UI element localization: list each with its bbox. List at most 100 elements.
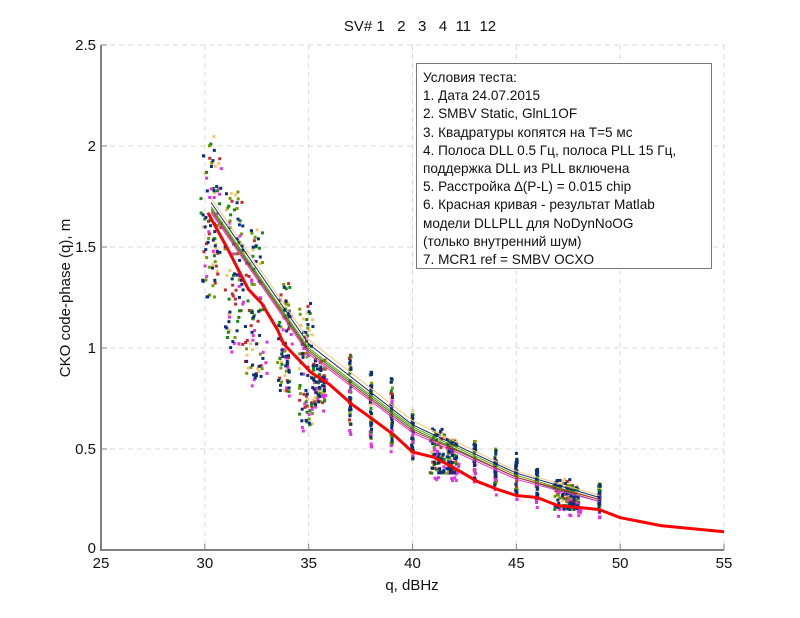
scatter-point — [369, 431, 373, 435]
scatter-point — [258, 296, 262, 300]
scatter-point — [232, 272, 236, 276]
scatter-point — [514, 472, 518, 476]
scatter-point — [310, 376, 314, 380]
scatter-point — [250, 310, 254, 314]
scatter-point — [284, 369, 288, 373]
model-curve — [206, 211, 725, 534]
scatter-point — [253, 235, 257, 239]
scatter-point — [250, 231, 254, 235]
scatter-point — [578, 511, 582, 515]
scatter-point — [494, 452, 498, 456]
scatter-point — [434, 431, 438, 435]
scatter-point — [313, 396, 317, 400]
scatter-point — [493, 466, 497, 470]
scatter-point — [308, 423, 312, 427]
scatter-point — [241, 244, 245, 248]
scatter-point — [245, 353, 249, 357]
scatter-point — [245, 261, 249, 265]
scatter-point — [206, 295, 210, 299]
scatter-point — [411, 421, 415, 425]
scatter-point — [289, 314, 293, 318]
scatter-point — [311, 368, 315, 372]
scatter-point — [298, 312, 302, 316]
scatter-point — [561, 495, 565, 499]
scatter-point — [214, 264, 218, 268]
scatter-point — [318, 395, 322, 399]
scatter-point — [597, 496, 601, 500]
scatter-point — [450, 476, 454, 480]
scatter-point — [439, 446, 443, 450]
scatter-point — [235, 201, 239, 205]
scatter-point — [515, 476, 519, 480]
scatter-point — [236, 237, 240, 241]
scatter-point — [311, 325, 315, 329]
scatter-point — [454, 478, 458, 482]
scatter-point — [307, 310, 311, 314]
scatter-point — [298, 412, 302, 416]
scatter-point — [319, 365, 323, 369]
scatter-point — [434, 443, 438, 447]
scatter-point — [307, 417, 311, 421]
scatter-point — [241, 224, 245, 228]
scatter-point — [205, 176, 209, 180]
scatter-point — [213, 281, 217, 285]
scatter-point — [278, 298, 282, 302]
scatter-point — [213, 260, 217, 264]
scatter-point — [213, 191, 217, 195]
scatter-point — [279, 366, 283, 370]
scatter-point — [251, 334, 255, 338]
scatter-point — [574, 500, 578, 504]
scatter-point — [208, 195, 212, 199]
scatter-point — [205, 275, 209, 279]
scatter-point — [304, 351, 308, 355]
scatter-point — [565, 480, 569, 484]
scatter-point — [205, 170, 209, 174]
scatter-point — [451, 453, 455, 457]
scatter-point — [348, 364, 352, 368]
scatter-point — [535, 491, 539, 495]
scatter-point — [389, 433, 393, 437]
scatter-point — [236, 217, 240, 221]
scatter-point — [249, 324, 253, 328]
scatter-point — [369, 406, 373, 410]
scatter-point — [433, 466, 437, 470]
scatter-point — [390, 428, 394, 432]
scatter-point — [310, 411, 314, 415]
scatter-point — [325, 378, 329, 382]
scatter-point — [432, 445, 436, 449]
scatter-point — [237, 223, 241, 227]
scatter-point — [224, 208, 228, 212]
scatter-point — [317, 400, 321, 404]
scatter-point — [457, 462, 461, 466]
legend-line: (только внутренний шум) — [423, 233, 582, 249]
scatter-point — [447, 461, 451, 465]
scatter-point — [472, 443, 476, 447]
scatter-point — [314, 405, 318, 409]
scatter-point — [431, 453, 435, 457]
scatter-point — [317, 372, 321, 376]
scatter-point — [214, 247, 218, 251]
scatter-point — [557, 491, 561, 495]
scatter-point — [227, 315, 231, 319]
scatter-point — [236, 197, 240, 201]
scatter-point — [574, 498, 578, 502]
scatter-point — [217, 161, 221, 165]
scatter-point — [390, 441, 394, 445]
scatter-point — [203, 225, 207, 229]
legend-line: 7. MCR1 ref = SMBV OCXO — [423, 252, 595, 268]
scatter-point — [349, 355, 353, 359]
scatter-point — [311, 318, 315, 322]
scatter-point — [252, 239, 256, 243]
scatter-point — [251, 338, 255, 342]
scatter-point — [493, 481, 497, 485]
scatter-point — [571, 489, 575, 493]
scatter-point — [448, 457, 452, 461]
scatter-point — [390, 386, 394, 390]
scatter-point — [227, 204, 231, 208]
scatter-point — [304, 400, 308, 404]
scatter-point — [442, 469, 446, 473]
legend-line: 4. Полоса DLL 0.5 Гц, полоса PLL 15 Гц, — [423, 142, 677, 158]
scatter-point — [238, 219, 242, 223]
scatter-point — [515, 491, 519, 495]
scatter-point — [556, 498, 560, 502]
